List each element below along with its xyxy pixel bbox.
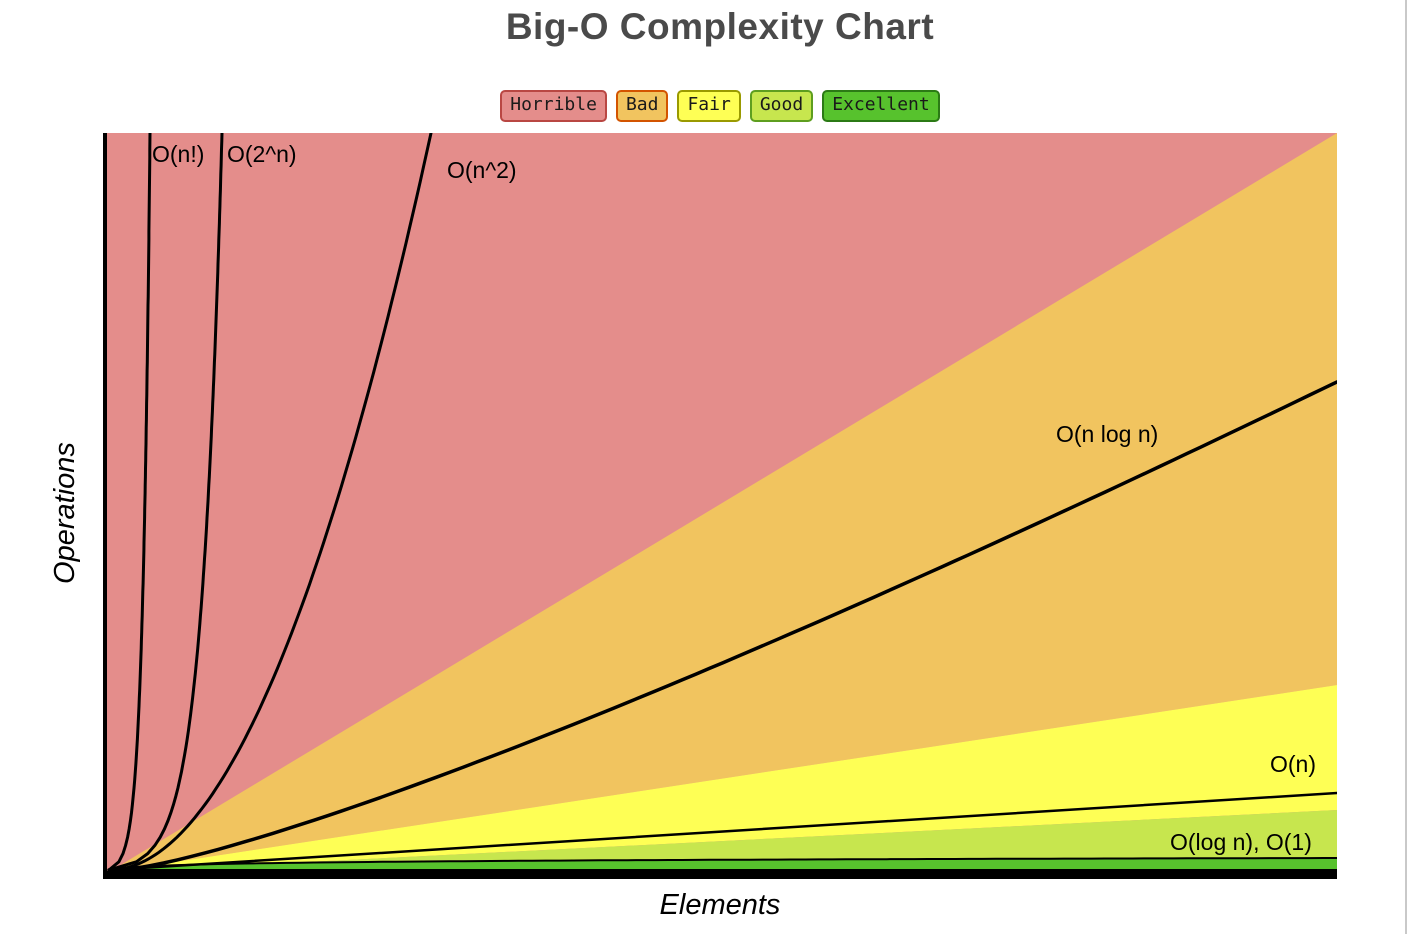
plot-area — [103, 133, 1337, 879]
curve-nlogn — [107, 380, 1337, 872]
curve-label-quadratic: O(n^2) — [447, 157, 517, 183]
curve-linear — [107, 791, 1337, 872]
region-fair — [109, 685, 1337, 872]
legend-badge-excellent: Excellent — [822, 90, 940, 122]
region-good — [109, 810, 1337, 872]
legend-badge-horrible: Horrible — [500, 90, 607, 122]
curve-log — [108, 857, 1337, 871]
y-axis-line — [103, 133, 107, 879]
legend-badge-bad: Bad — [615, 90, 669, 122]
x-axis-line — [103, 871, 1337, 879]
chart-title: Big-O Complexity Chart — [505, 6, 935, 47]
region-bad — [109, 133, 1337, 872]
window-edge-divider — [1405, 0, 1407, 934]
x-axis-label: Elements — [659, 889, 781, 921]
curve-label-nlogn: O(n log n) — [1056, 421, 1159, 447]
curve-label-factorial: O(n!) — [152, 141, 205, 167]
curve-label-exponential: O(2^n) — [227, 141, 297, 167]
curve-label-log-constant: O(log n), O(1) — [1170, 829, 1312, 855]
curve-quadratic — [107, 133, 433, 872]
legend-badge-fair: Fair — [677, 90, 741, 122]
y-axis-label: Operations — [49, 442, 81, 584]
curve-exp2 — [107, 133, 224, 872]
curve-factorial — [107, 133, 152, 872]
curve-label-linear: O(n) — [1270, 751, 1316, 777]
legend-badge-good: Good — [749, 90, 814, 122]
rating-legend: Horrible Bad Fair Good Excellent — [103, 90, 1337, 122]
